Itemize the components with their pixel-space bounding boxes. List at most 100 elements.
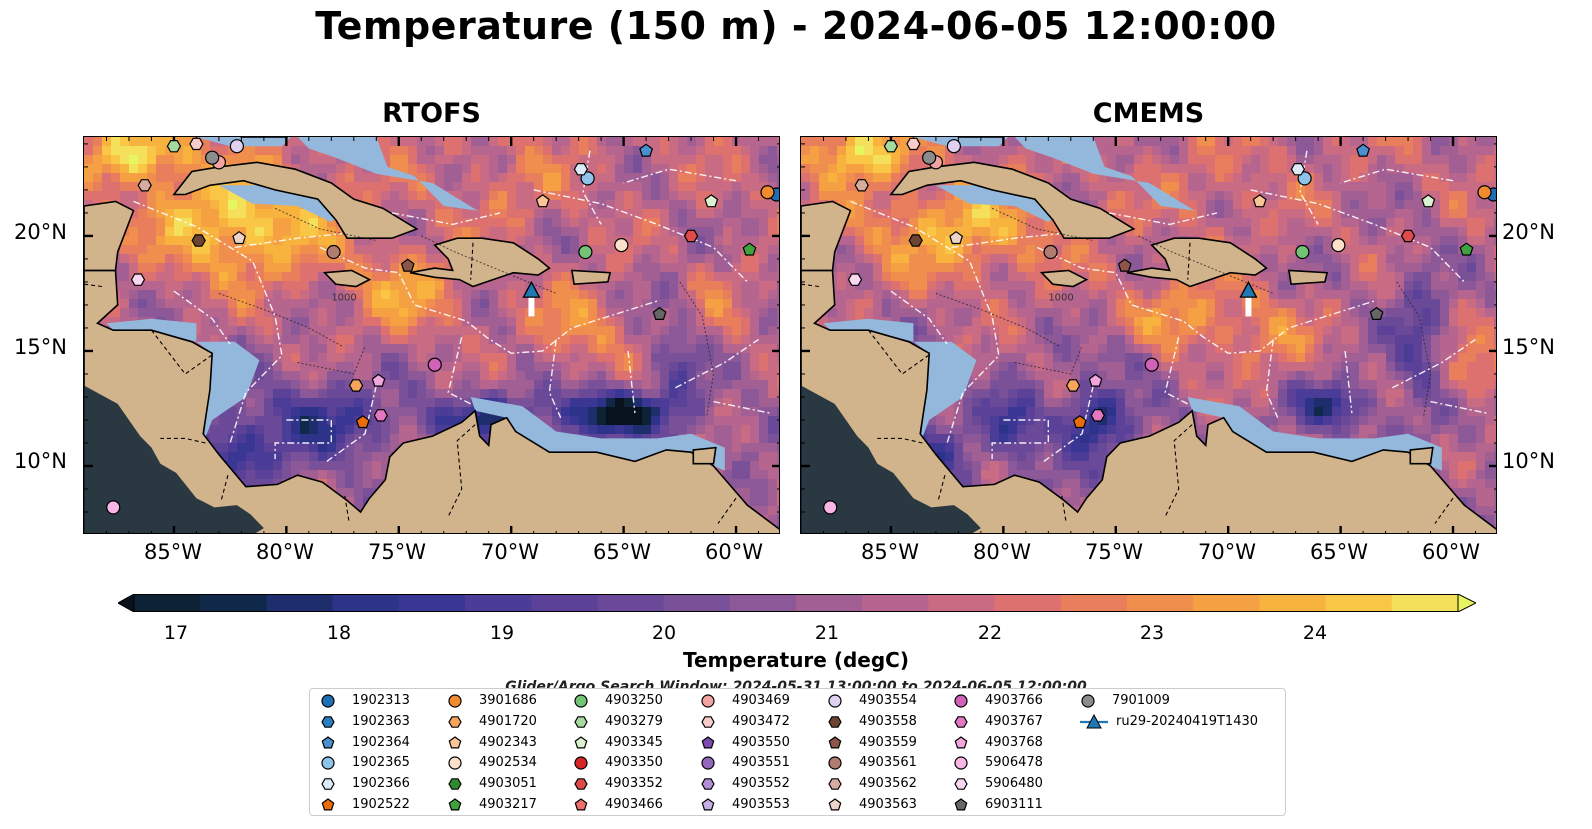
- float-marker-4903562: [854, 179, 869, 192]
- float-marker-4903768: [1088, 373, 1103, 387]
- eez-boundary: [582, 150, 602, 225]
- eez-boundary: [627, 350, 636, 414]
- legend-marker: [828, 715, 842, 728]
- float-marker-4902343: [1252, 194, 1267, 208]
- legend-marker: [448, 694, 462, 708]
- legend-label: 4903558: [859, 713, 917, 729]
- colorbar-tick-label: 23: [1139, 622, 1165, 644]
- legend-marker: [321, 694, 335, 708]
- eez-boundary: [533, 189, 748, 283]
- colorbar-tick-label: 18: [326, 622, 352, 644]
- legend-marker-shape: [1081, 694, 1095, 708]
- colorbar-segment: [597, 594, 665, 612]
- legend-label: ru29-20240419T1430: [1116, 713, 1259, 729]
- float-marker-4903561: [326, 244, 341, 260]
- legend-label: 7901009: [1112, 693, 1170, 708]
- legend-marker-shape: [701, 694, 715, 708]
- country-border: [160, 437, 206, 444]
- float-marker-1902522: [1072, 415, 1087, 429]
- legend-marker: [828, 694, 842, 708]
- country-border: [1061, 495, 1067, 524]
- land-jamaica: [1039, 269, 1089, 288]
- legend-marker-shape: [954, 756, 968, 770]
- cmems-map-canvas: 1000: [801, 137, 1496, 533]
- glider-marker: [522, 280, 541, 298]
- shelf-area: [106, 318, 197, 342]
- lon-tick-label: 60°W: [1422, 540, 1480, 564]
- legend-marker: [954, 798, 968, 811]
- lat-tick-label-right: 10°N: [1502, 449, 1555, 473]
- shelf-area: [196, 137, 291, 147]
- legend-label: 1902366: [352, 776, 410, 792]
- legend-marker: [574, 756, 588, 770]
- legend-marker-shape: [954, 778, 968, 790]
- legend-marker-shape: [701, 798, 715, 811]
- colorbar-tick-label: 21: [814, 622, 840, 644]
- legend-label: 4903466: [605, 797, 663, 812]
- float-marker-7901009: [205, 150, 220, 165]
- land-cuba: [889, 161, 1136, 239]
- float-marker-4901720: [348, 379, 364, 392]
- legend-label: 4903345: [605, 734, 663, 750]
- legend-marker-shape: [448, 735, 462, 749]
- float-marker-4903250: [578, 244, 593, 260]
- isobath-contour: [218, 292, 343, 347]
- colorbar-min-extend: [118, 594, 135, 612]
- lon-tick-label: 85°W: [861, 540, 919, 564]
- float-marker-4903217: [742, 242, 757, 256]
- legend-label: 4901720: [479, 713, 537, 729]
- legend-marker-shape: [828, 756, 842, 770]
- legend-label: 4903279: [605, 713, 663, 729]
- land-cuba: [172, 161, 419, 239]
- country-border: [937, 475, 946, 501]
- float-marker-4903472: [189, 137, 204, 151]
- legend-marker: [321, 798, 335, 811]
- float-marker-4903250: [1295, 244, 1310, 260]
- legend-marker: [954, 778, 968, 790]
- colorbar-segment: [398, 594, 466, 612]
- legend-marker-shape: [448, 756, 462, 770]
- lon-tick-label: 80°W: [256, 540, 314, 564]
- country-border: [470, 242, 474, 280]
- colorbar-segment: [266, 594, 334, 612]
- legend-label: 4903766: [985, 693, 1043, 708]
- float-marker-4903279: [166, 139, 182, 153]
- float-marker-1902366: [573, 163, 589, 176]
- legend-marker-shape: [574, 756, 588, 770]
- legend-marker: [574, 778, 588, 790]
- eez-boundary: [1036, 246, 1377, 355]
- legend-marker-shape: [321, 735, 335, 749]
- legend-marker: [448, 778, 462, 790]
- float-marker-4903352: [1400, 229, 1416, 243]
- float-marker-4903279: [883, 139, 899, 153]
- panel-title-cmems: CMEMS: [1092, 98, 1205, 129]
- colorbar-max-extend: [1457, 594, 1476, 612]
- float-marker-4903472: [906, 137, 921, 151]
- eez-boundary: [1344, 350, 1353, 414]
- colorbar-segment: [729, 594, 797, 612]
- legend-label: 5906480: [985, 776, 1043, 792]
- float-marker-5906478: [106, 500, 121, 515]
- legend-marker: [321, 756, 335, 770]
- colorbar-segment: [1060, 594, 1128, 612]
- float-marker-4903558: [908, 234, 923, 247]
- legend-marker: [448, 735, 462, 749]
- panel-title-rtofs: RTOFS: [382, 98, 481, 129]
- legend-label: 4903250: [605, 693, 663, 708]
- float-marker-6903111: [652, 306, 667, 320]
- legend-marker: [954, 756, 968, 770]
- legend-marker: [1081, 694, 1095, 708]
- float-marker-4903562: [137, 179, 152, 192]
- eez-boundary: [548, 339, 562, 418]
- legend-marker: [701, 778, 715, 790]
- eez-boundary: [713, 400, 770, 414]
- legend-marker: [701, 756, 715, 770]
- legend-marker: [828, 735, 842, 749]
- colorbar-segment: [200, 594, 267, 612]
- legend-label: 4903768: [985, 734, 1043, 750]
- lon-tick-label: 65°W: [1310, 540, 1368, 564]
- float-marker-4903559: [400, 258, 415, 272]
- legend-label: 4903352: [605, 776, 663, 792]
- colorbar-segment: [1193, 594, 1260, 612]
- country-border: [151, 329, 215, 375]
